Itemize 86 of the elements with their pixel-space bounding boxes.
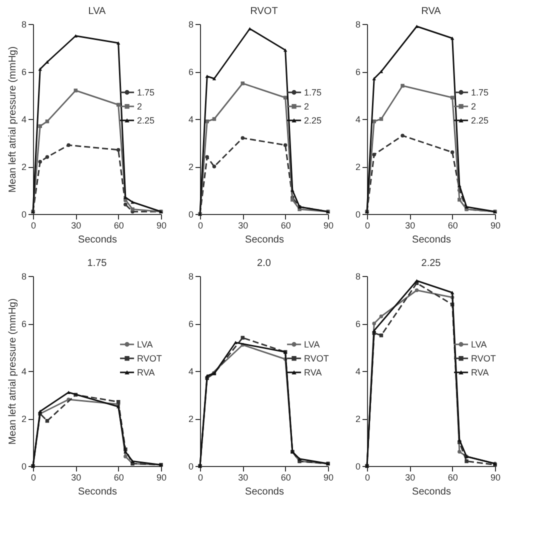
- y-tick-label: 0: [188, 210, 194, 220]
- y-tick-label: 8: [355, 20, 360, 30]
- legend-label: LVA: [471, 339, 487, 350]
- x-tick-label: 60: [114, 220, 124, 230]
- x-tick-label: 30: [71, 472, 82, 482]
- y-tick-label: 2: [21, 162, 26, 172]
- x-axis-title: Seconds: [78, 486, 117, 498]
- y-tick-label: 2: [188, 162, 194, 172]
- y-tick-label: 8: [188, 272, 194, 282]
- y-tick-label: 4: [21, 114, 26, 124]
- chart-title: LVA: [88, 6, 106, 17]
- x-tick-label: 60: [448, 472, 458, 482]
- y-axis-title: Mean left atrial pressure (mmHg): [7, 46, 18, 193]
- chart-title: RVA: [421, 6, 442, 17]
- legend-label: RVA: [304, 367, 322, 378]
- y-tick-label: 8: [355, 272, 360, 282]
- x-tick-label: 60: [280, 220, 291, 230]
- x-tick-label: 0: [30, 472, 36, 482]
- x-axis-title: Seconds: [245, 486, 284, 498]
- legend-label: 2: [471, 101, 476, 112]
- x-tick-label: 0: [30, 220, 36, 230]
- y-tick-label: 4: [188, 114, 194, 124]
- x-tick-label: 90: [490, 472, 501, 482]
- chart-title: 1.75: [87, 258, 108, 269]
- y-tick-label: 6: [188, 319, 194, 329]
- legend-label: 1.75: [304, 87, 322, 98]
- legend-label: LVA: [137, 339, 153, 350]
- x-tick-label: 90: [490, 220, 501, 230]
- legend-label: RVOT: [471, 353, 496, 364]
- x-tick-label: 60: [280, 472, 291, 482]
- x-tick-label: 90: [323, 220, 334, 230]
- legend-label: RVOT: [137, 353, 162, 364]
- y-tick-label: 0: [355, 210, 360, 220]
- x-tick-label: 0: [198, 472, 204, 482]
- legend-label: RVA: [471, 367, 489, 378]
- y-tick-label: 4: [355, 366, 360, 376]
- x-axis-title: Seconds: [412, 486, 451, 498]
- x-tick-label: 30: [405, 220, 416, 230]
- x-tick-label: 30: [238, 472, 248, 482]
- y-tick-label: 6: [355, 67, 360, 77]
- x-tick-label: 90: [156, 220, 167, 230]
- x-tick-label: 0: [364, 472, 370, 482]
- x-tick-label: 30: [71, 220, 82, 230]
- x-tick-label: 30: [405, 472, 416, 482]
- y-tick-label: 2: [21, 414, 26, 424]
- y-tick-label: 0: [355, 462, 360, 472]
- legend-label: 1.75: [471, 87, 489, 98]
- chart-title: 2.0: [257, 258, 272, 269]
- y-tick-label: 4: [188, 366, 194, 376]
- x-tick-label: 0: [364, 220, 370, 230]
- legend-label: 2.25: [137, 115, 155, 126]
- y-tick-label: 6: [21, 319, 26, 329]
- x-axis-title: Seconds: [78, 234, 117, 246]
- y-tick-label: 2: [188, 414, 194, 424]
- legend-label: 1.75: [137, 87, 155, 98]
- y-axis-title: Mean left atrial pressure (mmHg): [7, 298, 18, 445]
- x-tick-label: 30: [238, 220, 248, 230]
- y-tick-label: 8: [21, 20, 26, 30]
- chart-title: 2.25: [421, 258, 442, 269]
- legend-label: RVA: [137, 367, 155, 378]
- y-tick-label: 0: [188, 462, 194, 472]
- y-tick-label: 6: [188, 67, 194, 77]
- x-tick-label: 90: [156, 472, 167, 482]
- x-tick-label: 0: [198, 220, 204, 230]
- legend-label: 2.25: [304, 115, 322, 126]
- y-tick-label: 4: [355, 114, 360, 124]
- legend-label: 2: [137, 101, 142, 112]
- x-tick-label: 90: [323, 472, 334, 482]
- legend-label: 2: [304, 101, 310, 112]
- y-tick-label: 0: [21, 210, 26, 220]
- y-tick-label: 8: [188, 20, 194, 30]
- x-axis-title: Seconds: [412, 234, 451, 246]
- y-tick-label: 2: [355, 162, 360, 172]
- legend-label: LVA: [304, 339, 320, 350]
- y-tick-label: 6: [21, 67, 26, 77]
- x-axis-title: Seconds: [245, 234, 284, 246]
- x-tick-label: 60: [448, 220, 458, 230]
- y-tick-label: 0: [21, 462, 26, 472]
- legend-label: RVOT: [304, 353, 330, 364]
- y-tick-label: 8: [21, 272, 26, 282]
- y-tick-label: 2: [355, 414, 360, 424]
- x-tick-label: 60: [114, 472, 124, 482]
- chart-title: RVOT: [250, 6, 278, 17]
- legend-label: 2.25: [471, 115, 489, 126]
- y-tick-label: 4: [21, 366, 26, 376]
- y-tick-label: 6: [355, 319, 360, 329]
